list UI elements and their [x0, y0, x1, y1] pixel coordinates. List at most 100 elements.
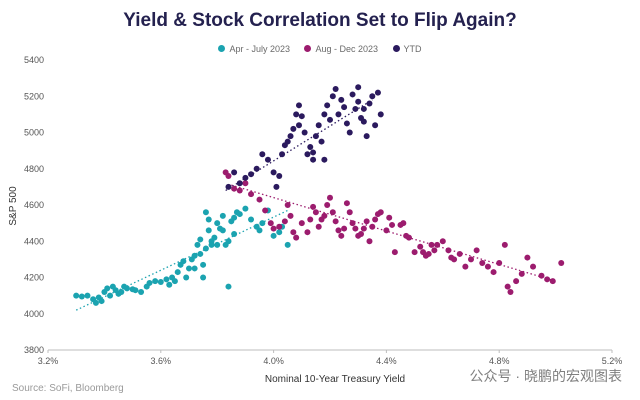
point-aug-dec-2023: [349, 220, 356, 227]
y-tick-label: 5200: [24, 91, 44, 101]
point-aug-dec-2023: [225, 173, 232, 179]
point-aug-dec-2023: [490, 269, 497, 276]
point-apr-july-2023: [146, 279, 153, 286]
point-aug-dec-2023: [329, 209, 336, 216]
point-apr-july-2023: [78, 293, 85, 300]
point-apr-july-2023: [191, 252, 198, 259]
point-apr-july-2023: [163, 276, 170, 283]
point-ytd: [327, 116, 333, 123]
point-ytd: [284, 138, 291, 145]
point-ytd: [355, 98, 362, 105]
point-aug-dec-2023: [496, 260, 503, 266]
point-aug-dec-2023: [417, 243, 424, 250]
point-aug-dec-2023: [445, 247, 452, 254]
point-apr-july-2023: [202, 245, 209, 252]
point-aug-dec-2023: [236, 187, 243, 194]
point-apr-july-2023: [256, 227, 263, 234]
point-aug-dec-2023: [468, 256, 474, 263]
point-ytd: [372, 122, 379, 129]
point-apr-july-2023: [259, 220, 266, 227]
x-axis-label: Nominal 10-Year Treasury Yield: [265, 374, 405, 385]
point-ytd: [360, 118, 367, 125]
source-note: Source: SoFi, Bloomberg: [12, 383, 124, 394]
point-aug-dec-2023: [248, 191, 255, 198]
point-apr-july-2023: [191, 265, 198, 272]
point-ytd: [295, 102, 302, 109]
point-ytd: [360, 105, 367, 112]
point-ytd: [321, 111, 328, 118]
point-ytd: [315, 122, 322, 129]
point-ytd: [332, 86, 339, 92]
point-aug-dec-2023: [389, 221, 396, 228]
point-apr-july-2023: [214, 220, 221, 227]
point-apr-july-2023: [197, 250, 204, 257]
point-aug-dec-2023: [549, 278, 556, 285]
point-apr-july-2023: [84, 292, 91, 299]
point-aug-dec-2023: [504, 283, 511, 290]
point-apr-july-2023: [200, 261, 207, 268]
x-tick-label: 4.0%: [263, 356, 284, 366]
point-apr-july-2023: [157, 279, 164, 286]
point-ytd: [298, 113, 305, 120]
point-ytd: [338, 96, 345, 103]
point-aug-dec-2023: [377, 209, 384, 216]
point-apr-july-2023: [284, 241, 291, 248]
point-ytd: [310, 156, 317, 163]
point-aug-dec-2023: [479, 260, 486, 266]
point-aug-dec-2023: [400, 220, 407, 227]
point-apr-july-2023: [248, 216, 255, 223]
point-aug-dec-2023: [256, 196, 263, 203]
point-aug-dec-2023: [434, 241, 441, 248]
point-apr-july-2023: [73, 292, 80, 299]
point-aug-dec-2023: [524, 254, 531, 261]
point-ytd: [346, 129, 353, 136]
point-apr-july-2023: [194, 241, 201, 248]
point-apr-july-2023: [104, 285, 111, 292]
point-aug-dec-2023: [428, 241, 435, 248]
point-ytd: [341, 104, 348, 111]
point-aug-dec-2023: [462, 263, 469, 270]
point-apr-july-2023: [171, 278, 178, 285]
point-apr-july-2023: [231, 231, 238, 237]
point-apr-july-2023: [183, 274, 190, 281]
point-apr-july-2023: [219, 212, 226, 219]
point-apr-july-2023: [236, 211, 243, 218]
point-ytd: [290, 125, 297, 132]
point-aug-dec-2023: [298, 220, 305, 227]
point-aug-dec-2023: [307, 216, 314, 223]
x-tick-label: 3.2%: [38, 356, 59, 366]
point-ytd: [312, 133, 319, 140]
point-aug-dec-2023: [530, 263, 537, 270]
point-aug-dec-2023: [425, 250, 432, 257]
legend-label-aug-dec: Aug - Dec 2023: [315, 44, 379, 54]
point-aug-dec-2023: [358, 231, 365, 237]
point-aug-dec-2023: [456, 250, 463, 257]
legend-swatch-ytd: [392, 45, 400, 53]
point-aug-dec-2023: [507, 289, 514, 295]
point-aug-dec-2023: [324, 202, 331, 208]
point-apr-july-2023: [242, 205, 249, 212]
y-tick-label: 4600: [24, 200, 44, 210]
point-aug-dec-2023: [321, 212, 328, 219]
point-apr-july-2023: [138, 289, 145, 295]
point-aug-dec-2023: [270, 225, 277, 232]
point-apr-july-2023: [208, 241, 215, 248]
point-ytd: [366, 100, 373, 107]
point-apr-july-2023: [174, 269, 181, 276]
data-points: [73, 84, 565, 306]
point-ytd: [335, 111, 342, 118]
point-aug-dec-2023: [360, 225, 367, 232]
point-apr-july-2023: [270, 232, 277, 239]
point-ytd: [287, 133, 294, 140]
chart-legend: Apr - July 2023 Aug - Dec 2023 YTD: [0, 44, 640, 54]
point-aug-dec-2023: [287, 212, 294, 219]
point-aug-dec-2023: [335, 227, 342, 234]
point-ytd: [236, 180, 243, 187]
point-aug-dec-2023: [372, 216, 379, 223]
point-aug-dec-2023: [391, 249, 398, 256]
point-apr-july-2023: [205, 216, 212, 223]
trend-lines: [75, 99, 556, 311]
x-tick-label: 3.6%: [151, 356, 172, 366]
y-tick-label: 4800: [24, 164, 44, 174]
point-ytd: [324, 102, 331, 109]
